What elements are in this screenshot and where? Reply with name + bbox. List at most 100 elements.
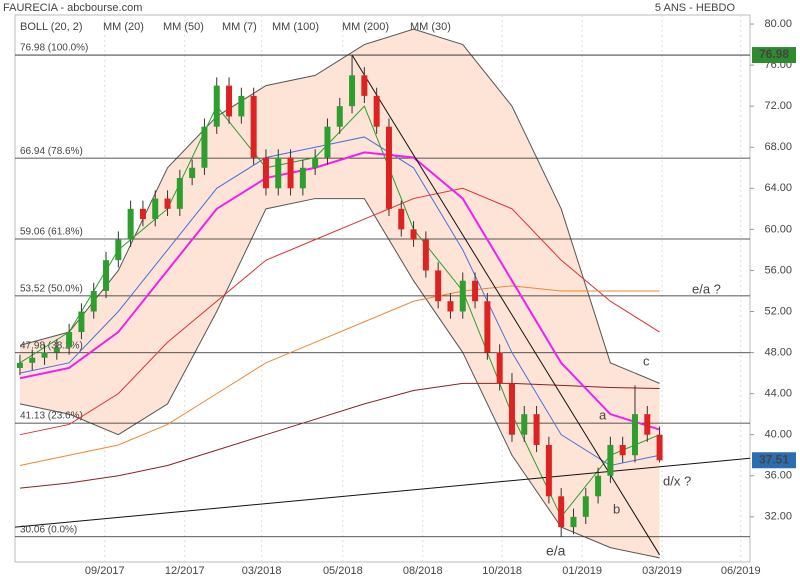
candle-body xyxy=(472,280,479,302)
y-tick-label: 64.00 xyxy=(764,182,792,194)
candle-body xyxy=(656,434,663,461)
annotation: b xyxy=(613,501,620,516)
candle-body xyxy=(435,270,442,302)
x-tick-label: 03/2018 xyxy=(242,565,282,577)
candle-body xyxy=(558,496,565,528)
ma-line xyxy=(19,151,660,431)
candle-body xyxy=(275,157,282,189)
legend-entry: BOLL (20, 2) xyxy=(20,21,83,33)
price-tag xyxy=(752,452,796,469)
candle-body xyxy=(595,475,602,497)
chart-title: FAURECIA - abcbourse.com xyxy=(3,2,142,14)
annotation: c xyxy=(643,353,650,368)
price-tag-label: 37.51 xyxy=(759,452,789,466)
band-upper xyxy=(19,28,660,384)
candle-body xyxy=(78,311,85,333)
candle-body xyxy=(570,516,577,528)
candle-body xyxy=(582,496,589,517)
y-tick-label: 56.00 xyxy=(764,264,792,276)
candle-body xyxy=(607,444,614,476)
y-tick-label: 48.00 xyxy=(764,346,792,358)
band-lower xyxy=(19,198,660,559)
x-tick-label: 03/2019 xyxy=(642,565,682,577)
y-tick-label: 44.00 xyxy=(764,388,792,400)
candle-body xyxy=(90,290,97,312)
y-tick-label: 72.00 xyxy=(764,100,792,112)
legend-entry: MM (7) xyxy=(222,21,257,33)
ma-line xyxy=(19,187,660,436)
candle-body xyxy=(459,280,466,312)
candle-body xyxy=(496,352,503,384)
ma-line xyxy=(19,136,660,467)
legend-entry: MM (200) xyxy=(342,21,389,33)
chart-subtitle: 5 ANS - HEBDO xyxy=(655,2,736,14)
candle-body xyxy=(16,362,23,368)
level-label: 53.52 (50.0%) xyxy=(20,284,83,295)
candle-body xyxy=(545,444,552,497)
x-tick-label: 12/2017 xyxy=(165,565,205,577)
annotation: d/x ? xyxy=(663,473,691,488)
x-tick-label: 01/2019 xyxy=(562,565,602,577)
candle-body xyxy=(115,239,122,261)
candle-body xyxy=(336,106,343,127)
candle-body xyxy=(508,383,515,435)
band-fill xyxy=(19,29,660,558)
candle-body xyxy=(103,260,110,291)
legend-entry: MM (20) xyxy=(103,21,144,33)
level-label: 41.13 (23.6%) xyxy=(20,411,83,422)
trendline xyxy=(14,457,751,528)
y-tick-label: 40.00 xyxy=(764,429,792,441)
y-tick-label: 52.00 xyxy=(764,305,792,317)
candle-body xyxy=(164,198,171,209)
price-tag xyxy=(752,47,796,64)
legend-entry: MM (50) xyxy=(163,21,204,33)
price-tag-label: 76.98 xyxy=(759,47,789,61)
candle-body xyxy=(139,208,146,220)
annotation: e/a ? xyxy=(692,281,721,296)
y-tick-label: 60.00 xyxy=(764,223,792,235)
legend-entry: MM (100) xyxy=(272,21,319,33)
candle-body xyxy=(484,301,491,353)
candle-body xyxy=(619,444,626,456)
candle-body xyxy=(361,75,368,96)
level-label: 76.98 (100.0%) xyxy=(20,43,88,54)
candle-body xyxy=(422,239,429,271)
level-label: 59.06 (61.8%) xyxy=(20,227,83,238)
x-tick-label: 10/2018 xyxy=(482,565,522,577)
candle-body xyxy=(189,167,196,179)
x-tick-label: 09/2017 xyxy=(85,565,125,577)
candle-body xyxy=(385,126,392,209)
candle-body xyxy=(521,414,528,435)
y-tick-label: 68.00 xyxy=(764,141,792,153)
level-label: 47.98 (38.2%) xyxy=(20,340,83,351)
annotation: a xyxy=(599,407,607,422)
candle-body xyxy=(447,301,454,312)
candle-body xyxy=(644,414,651,435)
candle-body xyxy=(66,332,73,348)
candle-body xyxy=(299,167,306,189)
candle-body xyxy=(324,126,331,158)
candle-body xyxy=(226,85,233,117)
candle-body xyxy=(29,357,36,363)
candle-body xyxy=(398,208,405,230)
y-tick-label: 32.00 xyxy=(764,511,792,523)
y-tick-label: 80.00 xyxy=(764,18,792,30)
candle-body xyxy=(176,178,183,209)
candle-body xyxy=(312,157,319,168)
candle-body xyxy=(152,198,159,220)
candle-body xyxy=(201,126,208,168)
candle-body xyxy=(631,414,638,456)
ma-line xyxy=(19,382,660,489)
candle-body xyxy=(250,95,257,158)
level-label: 66.94 (78.6%) xyxy=(20,146,83,157)
x-tick-label: 05/2018 xyxy=(323,565,363,577)
legend-entry: MM (30) xyxy=(410,21,451,33)
candle-body xyxy=(287,157,294,189)
x-tick-label: 08/2018 xyxy=(403,565,443,577)
level-label: 30.06 (0.0%) xyxy=(20,524,77,535)
candle-body xyxy=(41,352,48,358)
candle-body xyxy=(373,95,380,127)
x-tick-label: 06/2019 xyxy=(721,565,761,577)
candle-body xyxy=(349,75,356,107)
